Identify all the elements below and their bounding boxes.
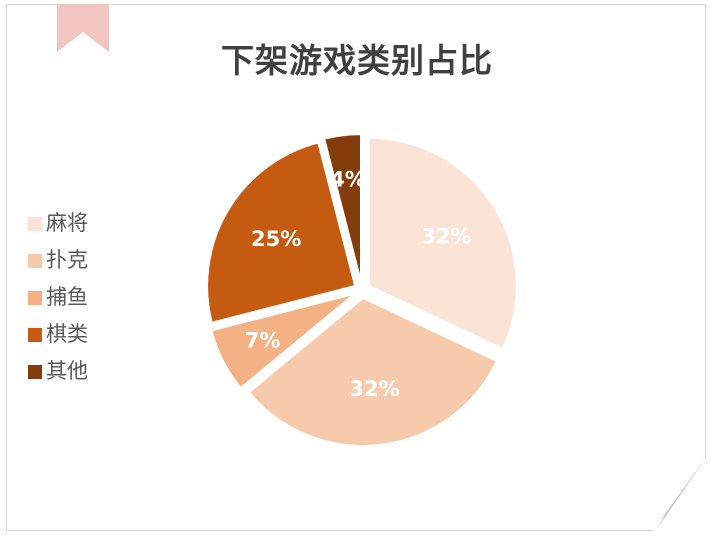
legend-swatch — [28, 216, 42, 231]
legend-item-puke: 扑克 — [28, 242, 88, 279]
legend-item-buyu: 捕鱼 — [28, 279, 88, 316]
pie-slice-qilei — [206, 141, 357, 324]
legend-label: 扑克 — [46, 248, 88, 272]
legend-label: 麻将 — [46, 211, 88, 235]
pie-slice-qita — [322, 133, 362, 283]
page-curl-icon — [652, 455, 708, 533]
pie-data-label-puke: 32% — [349, 377, 399, 401]
pie-data-label-qita: 4% — [330, 167, 366, 191]
pie-slice-buyu — [210, 292, 356, 390]
legend-swatch — [28, 327, 42, 342]
legend-swatch — [28, 253, 42, 268]
legend-swatch — [28, 290, 42, 305]
chart-legend: 麻将 扑克 捕鱼 棋类 其他 — [28, 205, 88, 390]
legend-label: 捕鱼 — [46, 285, 88, 309]
pie-slice-puke — [247, 296, 499, 447]
pie-data-label-qilei: 25% — [251, 227, 301, 251]
pie-slice-majiang — [367, 136, 518, 351]
pie-data-label-buyu: 7% — [245, 329, 281, 353]
legend-label: 其他 — [46, 359, 88, 383]
chart-title: 下架游戏类别占比 — [221, 41, 493, 80]
legend-label: 棋类 — [46, 322, 88, 346]
pie-data-label-majiang: 32% — [421, 225, 471, 249]
bookmark-ribbon-icon — [57, 4, 109, 52]
legend-item-majiang: 麻将 — [28, 205, 88, 242]
legend-item-qita: 其他 — [28, 353, 88, 390]
legend-swatch — [28, 364, 42, 379]
legend-item-qilei: 棋类 — [28, 316, 88, 353]
